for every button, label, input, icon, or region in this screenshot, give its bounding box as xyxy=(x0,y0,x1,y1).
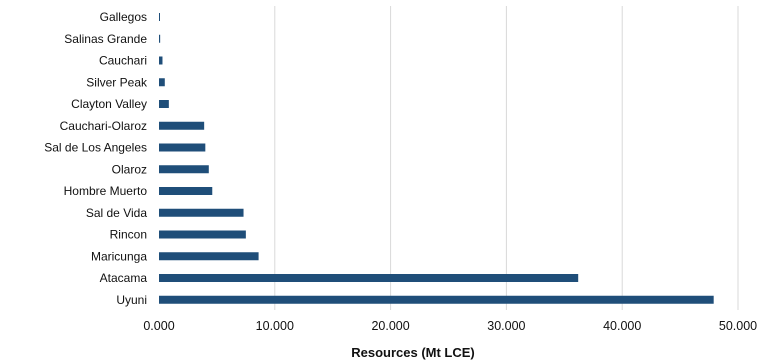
category-labels: Gallegos Salinas Grande Cauchari Silver Pea… xyxy=(44,10,148,307)
x-tick-label: 0.000 xyxy=(143,319,174,333)
category-label: Rincon xyxy=(110,228,147,242)
x-tick-label: 40.000 xyxy=(603,319,641,333)
bar xyxy=(159,230,246,239)
gridlines xyxy=(274,6,739,310)
category-label: Silver Peak xyxy=(86,75,148,89)
category-label: Cauchari-Olaroz xyxy=(60,119,147,133)
bar xyxy=(159,252,259,261)
bar xyxy=(159,295,714,304)
x-tick-label: 50.000 xyxy=(719,319,757,333)
category-label: Hombre Muerto xyxy=(64,184,148,198)
bar xyxy=(159,274,579,282)
bar xyxy=(159,208,244,217)
bar xyxy=(159,187,213,195)
category-label: Uyuni xyxy=(116,293,147,307)
bar xyxy=(159,56,163,65)
bar xyxy=(159,121,205,130)
category-label: Sal de Los Angeles xyxy=(44,141,147,155)
x-tick-label: 10.000 xyxy=(256,319,294,333)
category-label: Cauchari xyxy=(99,54,147,68)
x-axis-title: Resources (Mt LCE) xyxy=(351,345,475,360)
category-label: Olaroz xyxy=(112,162,147,176)
bar xyxy=(159,165,209,174)
x-tick-labels: 0.000 10.000 20.000 30.000 40.000 50.000 xyxy=(143,319,757,333)
category-label: Atacama xyxy=(100,271,148,285)
category-label: Salinas Grande xyxy=(64,32,147,46)
x-tick-label: 30.000 xyxy=(487,319,525,333)
category-label: Maricunga xyxy=(91,249,147,263)
bar xyxy=(159,100,169,108)
category-label: Sal de Vida xyxy=(86,206,147,220)
bars xyxy=(159,13,714,304)
category-label: Gallegos xyxy=(100,10,147,24)
category-label: Clayton Valley xyxy=(71,97,147,111)
x-tick-label: 20.000 xyxy=(371,319,409,333)
bar xyxy=(159,34,161,43)
bar xyxy=(159,78,165,87)
bar xyxy=(159,13,160,21)
bar xyxy=(159,143,206,152)
